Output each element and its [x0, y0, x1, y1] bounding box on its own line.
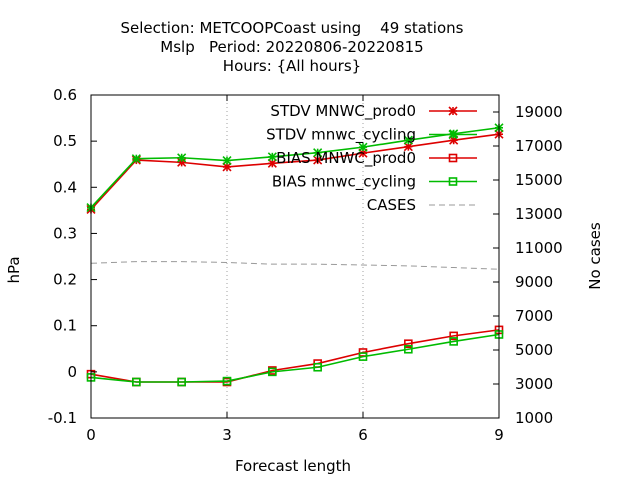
plot-frame: [90, 94, 500, 419]
series-line: [90, 333, 500, 383]
y2-tick-label: 1000: [515, 409, 553, 427]
data-point: [313, 362, 322, 372]
series-line: [90, 329, 500, 383]
series-line: [90, 133, 500, 210]
data-point: [177, 153, 187, 163]
title-line-1: Selection: METCOOPCoast using 49 station…: [121, 19, 464, 37]
y2-tick-label: 3000: [515, 375, 553, 393]
y2-tick-label: 19000: [515, 103, 563, 121]
series-line: [90, 261, 500, 270]
y-tick-label: 0.1: [53, 317, 77, 335]
data-point: [268, 367, 277, 377]
y-tick-label: 0.4: [53, 178, 77, 196]
y-axis-label: hPa: [5, 256, 23, 283]
x-tick-label: 0: [86, 426, 96, 444]
data-point: [177, 377, 186, 387]
legend-marker: [448, 177, 458, 186]
legend-label: BIAS MNWC_prod0: [276, 149, 416, 168]
y-tick-label: -0.1: [48, 409, 77, 427]
legend-entry: CASES: [367, 196, 477, 214]
legend-entry: STDV MNWC_prod0: [270, 102, 477, 121]
y2-axis-label: No cases: [586, 222, 604, 290]
series-line: [90, 126, 500, 209]
data-point: [404, 344, 413, 354]
x-tick-label: 3: [222, 426, 232, 444]
data-point: [358, 142, 368, 152]
data-point: [132, 377, 141, 387]
data-point: [313, 155, 323, 165]
x-axis-label: Forecast length: [235, 457, 351, 475]
x-tick-label: 6: [358, 426, 368, 444]
y-tick-label: 0.2: [53, 271, 77, 289]
legend-entry: BIAS mnwc_cycling: [272, 173, 477, 192]
title-line-3: Hours: {All hours}: [223, 57, 361, 75]
data-point: [449, 337, 458, 346]
legend-label: BIAS mnwc_cycling: [272, 173, 416, 192]
y2-tick-label: 5000: [515, 341, 553, 359]
data-point: [222, 155, 232, 166]
y2-tick-label: 11000: [515, 239, 563, 257]
series-4: [90, 261, 500, 270]
y-tick-label: 0.3: [53, 224, 77, 242]
y2-tick-label: 9000: [515, 273, 553, 291]
data-point: [267, 152, 277, 162]
y2-tick-label: 13000: [515, 205, 563, 223]
chart-title: Selection: METCOOPCoast using 49 station…: [121, 19, 464, 75]
data-point: [313, 148, 323, 158]
data-point: [358, 352, 368, 361]
series-3: [86, 330, 504, 387]
y-tick-label: 0.5: [53, 132, 77, 150]
axis-ticks: 0 3 6 9 -0.1 0 0.1 0.2 0.3 0.4 0.5 0.6 1000 3000 5000 7…: [48, 86, 563, 444]
legend-label: STDV mnwc_cycling: [266, 126, 416, 145]
y-tick-label: 0.6: [53, 86, 77, 104]
data-point: [131, 154, 141, 164]
data-point: [222, 376, 232, 386]
series-2: [86, 325, 504, 387]
y-tick-label: 0: [67, 363, 77, 381]
legend-marker: [448, 153, 458, 163]
legend: STDV MNWC_prod0 STDV mnwc_cycling BIAS MNW…: [266, 102, 477, 214]
legend-entry: STDV mnwc_cycling: [266, 126, 477, 145]
x-tick-label: 9: [494, 426, 504, 444]
legend-marker: [448, 106, 458, 116]
data-point: [403, 135, 413, 145]
y2-tick-label: 15000: [515, 171, 563, 189]
legend-entry: BIAS MNWC_prod0: [276, 149, 477, 168]
title-line-2: Mslp Period: 20220806-20220815: [160, 38, 423, 56]
legend-label: STDV MNWC_prod0: [270, 102, 416, 121]
data-point: [404, 339, 413, 349]
data-point: [449, 331, 458, 341]
legend-marker: [448, 129, 458, 140]
y2-tick-label: 17000: [515, 137, 563, 155]
legend-label: CASES: [367, 196, 416, 214]
y2-tick-label: 7000: [515, 307, 553, 325]
